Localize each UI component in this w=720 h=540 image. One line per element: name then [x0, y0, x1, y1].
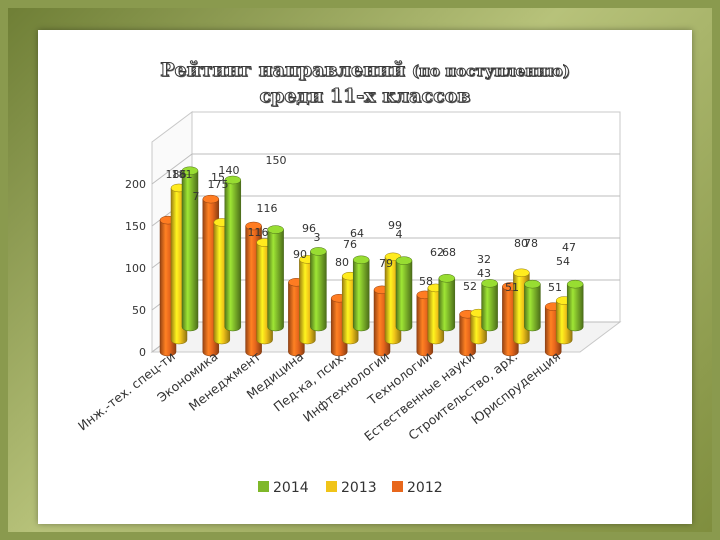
bar-2014: [481, 283, 498, 332]
data-label: 64: [350, 227, 364, 240]
bar-top-2014: [395, 256, 413, 265]
data-label: 68: [442, 246, 456, 259]
bar-2014: [310, 251, 327, 332]
bar-2014: [566, 283, 584, 332]
bar-2014: [438, 278, 456, 332]
legend-label: 2014: [273, 480, 309, 496]
data-label: 175: [208, 178, 229, 191]
bar-top-2014: [310, 247, 327, 256]
data-label: 52: [463, 280, 477, 293]
data-label: 140: [219, 164, 240, 177]
data-label: 79: [379, 257, 393, 270]
data-label: 181: [172, 168, 193, 181]
data-label: 51: [505, 281, 519, 294]
legend-swatch-2013: [326, 481, 337, 492]
data-label: 47: [562, 241, 576, 254]
data-label: 58: [419, 275, 433, 288]
gridline: [151, 153, 620, 185]
y-tick-label: 0: [139, 346, 146, 359]
bar-top-2014: [438, 274, 456, 283]
data-label: 80: [514, 237, 528, 250]
data-label: 150: [266, 154, 287, 167]
data-label: 90: [293, 248, 307, 261]
data-label: 116: [248, 226, 269, 239]
y-tick-label: 150: [125, 220, 146, 233]
data-label: 80: [335, 256, 349, 269]
bar-top-2012: [202, 194, 220, 204]
bar-top-2014: [352, 255, 370, 265]
y-tick-label: 200: [125, 178, 146, 191]
data-label: 78: [524, 237, 538, 250]
data-label: 116: [257, 202, 278, 215]
bar-2014: [224, 179, 242, 332]
bar-2014: [181, 170, 199, 332]
chart-title: Рейтинг направлений (по поступлению) сре…: [38, 58, 692, 109]
bar-top-2014: [481, 279, 498, 288]
data-label: 99: [388, 219, 402, 232]
data-label: 32: [477, 253, 491, 266]
data-label: 15: [211, 171, 225, 184]
bar-top-2014: [267, 225, 284, 234]
bar-top-2014: [181, 166, 199, 176]
data-label: 96: [302, 222, 316, 235]
title-main: Рейтинг направлений: [160, 59, 406, 82]
bar-top-2014: [566, 279, 584, 289]
title-line2: среди 11-х классов: [259, 85, 471, 108]
data-label: 76: [343, 238, 357, 251]
bar-2014: [352, 259, 370, 332]
data-label: 43: [477, 267, 491, 280]
data-label: 54: [556, 255, 570, 268]
legend-label: 2012: [407, 480, 443, 496]
data-label: 3: [314, 231, 321, 244]
legend-swatch-2012: [392, 481, 403, 492]
y-tick-label: 50: [132, 304, 146, 317]
data-label: 4: [396, 228, 403, 241]
bar-top-2012: [245, 221, 262, 231]
bar-2014: [395, 260, 413, 332]
legend-label: 2013: [341, 480, 377, 496]
data-label: 62: [430, 246, 444, 259]
data-label: 51: [548, 281, 562, 294]
data-label: 7: [193, 190, 200, 203]
legend-swatch-2014: [258, 481, 269, 492]
bar-top-2014: [224, 175, 242, 185]
title-small: (по поступлению): [411, 62, 570, 81]
bar-top-2013: [513, 268, 530, 278]
data-label: 186: [166, 168, 187, 181]
bar-top-2014: [524, 279, 541, 289]
y-tick-label: 100: [125, 262, 146, 275]
bar-2014: [524, 283, 541, 332]
bar-2014: [267, 229, 284, 332]
